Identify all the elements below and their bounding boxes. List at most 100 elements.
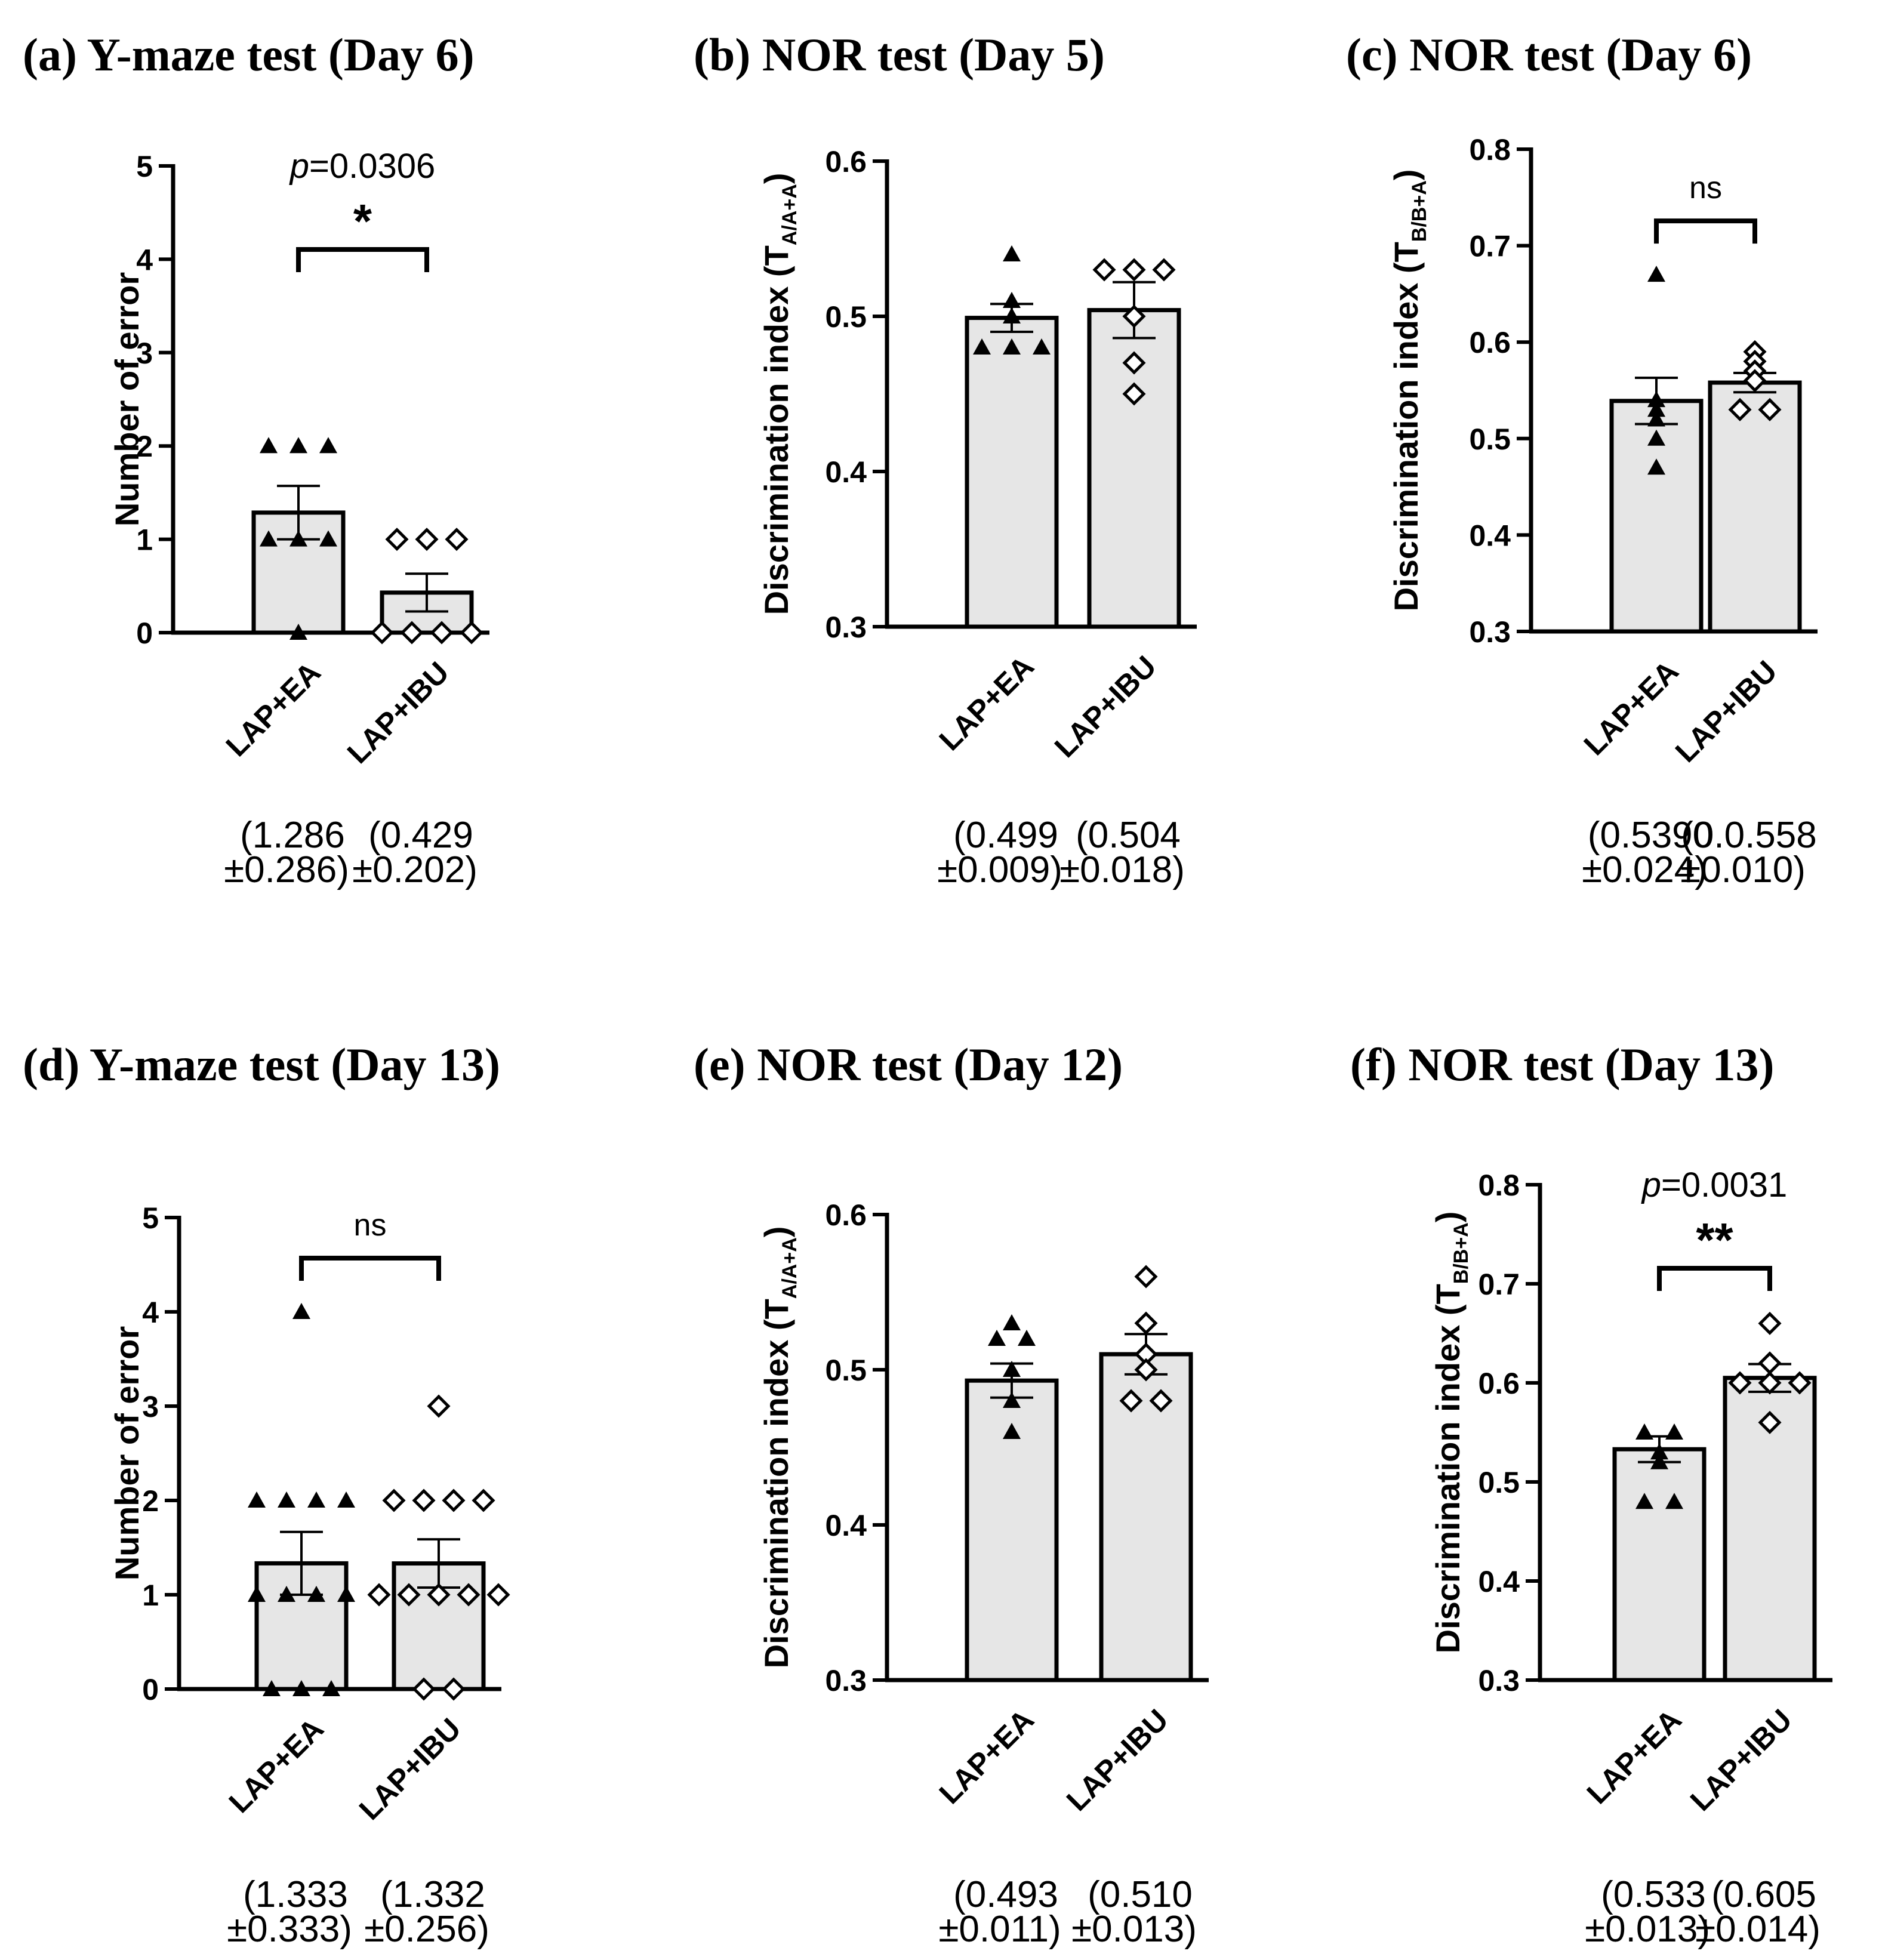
p-value-symbol: p	[1641, 1166, 1661, 1204]
data-point-diamond	[427, 1394, 451, 1418]
panel-b: (b) NOR test (Day 5) 0.3 0.4 0.5 0.6 Discrimi…	[694, 29, 1197, 890]
y-axis-label: Discrimination index (TA/A+A)	[757, 173, 801, 615]
data-point-triangle	[988, 1330, 1006, 1346]
panel-f: (f) NOR test (Day 13)0.30.40.50.60.70.8D…	[1350, 1038, 1832, 1950]
data-point-diamond	[1092, 258, 1116, 282]
y-axis-label-subscript: A/A+A	[778, 1237, 801, 1299]
y-tick-label: 0.7	[1478, 1268, 1520, 1301]
significance-label: **	[1696, 1213, 1733, 1266]
data-point-diamond	[1758, 1311, 1782, 1335]
summary-mean: (0.429	[368, 815, 473, 856]
bar-lap-ea	[1612, 1447, 1707, 1682]
y-tick-label: 2	[142, 1484, 159, 1518]
panel-title: (d) Y-maze test (Day 13)	[23, 1038, 500, 1090]
significance-bracket	[299, 1256, 441, 1281]
summary-sem: ±0.009)	[937, 849, 1062, 890]
y-tick-label: 4	[142, 1296, 159, 1329]
y-tick-label: 0.3	[825, 1664, 867, 1697]
y-axis-label: Discrimination index (TA/A+A)	[757, 1226, 801, 1669]
data-point-diamond	[1758, 1371, 1782, 1395]
y-tick-label: 0.5	[825, 1354, 867, 1387]
data-point-diamond	[1152, 258, 1176, 282]
data-point-diamond	[427, 1583, 451, 1607]
bar-lap-ibu	[1099, 1352, 1193, 1682]
category-label: LAP+EA	[1581, 1703, 1688, 1810]
y-tick-label: 0.4	[1478, 1565, 1520, 1598]
category-label: LAP+IBU	[341, 655, 455, 770]
data-point-triangle	[263, 1680, 281, 1696]
y-tick-label: 4	[136, 243, 153, 276]
data-point-diamond	[460, 621, 483, 645]
data-point-diamond	[1758, 1410, 1782, 1434]
data-point-diamond	[1788, 1371, 1812, 1395]
data-point-triangle	[1647, 391, 1665, 408]
data-point-triangle	[1003, 338, 1021, 355]
data-point-triangle	[260, 530, 278, 547]
data-point-triangle	[1647, 429, 1665, 446]
data-point-diamond	[385, 528, 409, 551]
data-point-diamond	[445, 528, 469, 551]
data-point-triangle	[1018, 1330, 1036, 1346]
summary-mean: (1.333	[243, 1874, 348, 1915]
data-point-triangle	[307, 1586, 325, 1602]
data-point-diamond	[1122, 258, 1146, 282]
summary-mean: (0.5390	[1588, 815, 1713, 856]
significance-label: ns	[354, 1208, 387, 1243]
panel-title: (f) NOR test (Day 13)	[1350, 1038, 1774, 1090]
bar-lap-ibu	[1708, 380, 1802, 634]
summary-mean: (0.504	[1076, 815, 1181, 856]
data-point-diamond	[370, 621, 394, 645]
data-point-triangle	[1665, 1423, 1683, 1440]
data-point-triangle	[307, 1491, 325, 1508]
y-axis-label-close: )	[757, 1226, 795, 1238]
data-point-triangle	[1650, 1443, 1668, 1460]
data-point-diamond	[1134, 1265, 1158, 1289]
y-tick-label: 1	[142, 1579, 159, 1612]
data-point-diamond	[442, 1677, 466, 1701]
category-label: LAP+IBU	[1669, 654, 1784, 769]
panel-a: (a) Y-maze test (Day 6) 0 1 2 3 4 5 Number of e…	[23, 29, 489, 890]
data-point-diamond	[367, 1583, 391, 1607]
y-tick-label: 0.6	[1469, 326, 1511, 359]
y-tick-label: 0.8	[1469, 133, 1511, 167]
summary-sem: ±0.024)	[1582, 849, 1707, 890]
data-point-triangle	[278, 1491, 295, 1508]
data-point-diamond	[1728, 397, 1752, 421]
summary-sem: ±0.256)	[364, 1909, 489, 1950]
data-point-triangle	[1003, 1392, 1021, 1408]
data-point-triangle	[289, 530, 307, 547]
data-point-diamond	[486, 1583, 510, 1607]
panel-title: (a) Y-maze test (Day 6)	[23, 29, 475, 81]
y-axis-label-main: Discrimination index (T	[757, 1299, 795, 1668]
data-point-triangle	[1003, 1314, 1021, 1330]
summary-mean: (1.286	[240, 815, 345, 856]
data-point-triangle	[1665, 1493, 1683, 1509]
category-label: LAP+EA	[933, 649, 1040, 757]
data-point-diamond	[397, 1583, 421, 1607]
summary-sem: ±0.014)	[1695, 1909, 1821, 1950]
y-axis-label: Number of error	[108, 272, 146, 526]
data-point-triangle	[973, 338, 991, 355]
data-point-triangle	[248, 1491, 266, 1508]
y-axis-label-close: )	[757, 173, 795, 184]
y-tick-label: 0.4	[825, 455, 867, 489]
data-point-triangle	[1635, 1493, 1653, 1509]
y-tick-label: 5	[136, 150, 153, 183]
data-point-triangle	[1647, 400, 1665, 417]
data-point-triangle	[319, 530, 337, 547]
significance-bracket	[296, 247, 429, 272]
summary-sem: ±0.013)	[1071, 1909, 1197, 1950]
category-label: LAP+IBU	[1684, 1703, 1798, 1817]
p-value-number: =0.0031	[1661, 1166, 1787, 1204]
y-axis-label: Discrimination index (TB/B+A)	[1429, 1212, 1473, 1654]
panel-title: (c) NOR test (Day 6)	[1346, 29, 1752, 81]
summary-sem: ±0.013)	[1585, 1909, 1710, 1950]
data-point-triangle	[1003, 1361, 1021, 1377]
data-point-triangle	[337, 1586, 355, 1602]
data-point-diamond	[1758, 397, 1782, 421]
y-tick-label: 5	[142, 1201, 159, 1235]
y-axis-label-main: Discrimination index (T	[1387, 242, 1425, 611]
significance-bracket	[1654, 218, 1757, 244]
data-point-diamond	[412, 1677, 436, 1701]
p-value-number: =0.0306	[309, 147, 435, 186]
